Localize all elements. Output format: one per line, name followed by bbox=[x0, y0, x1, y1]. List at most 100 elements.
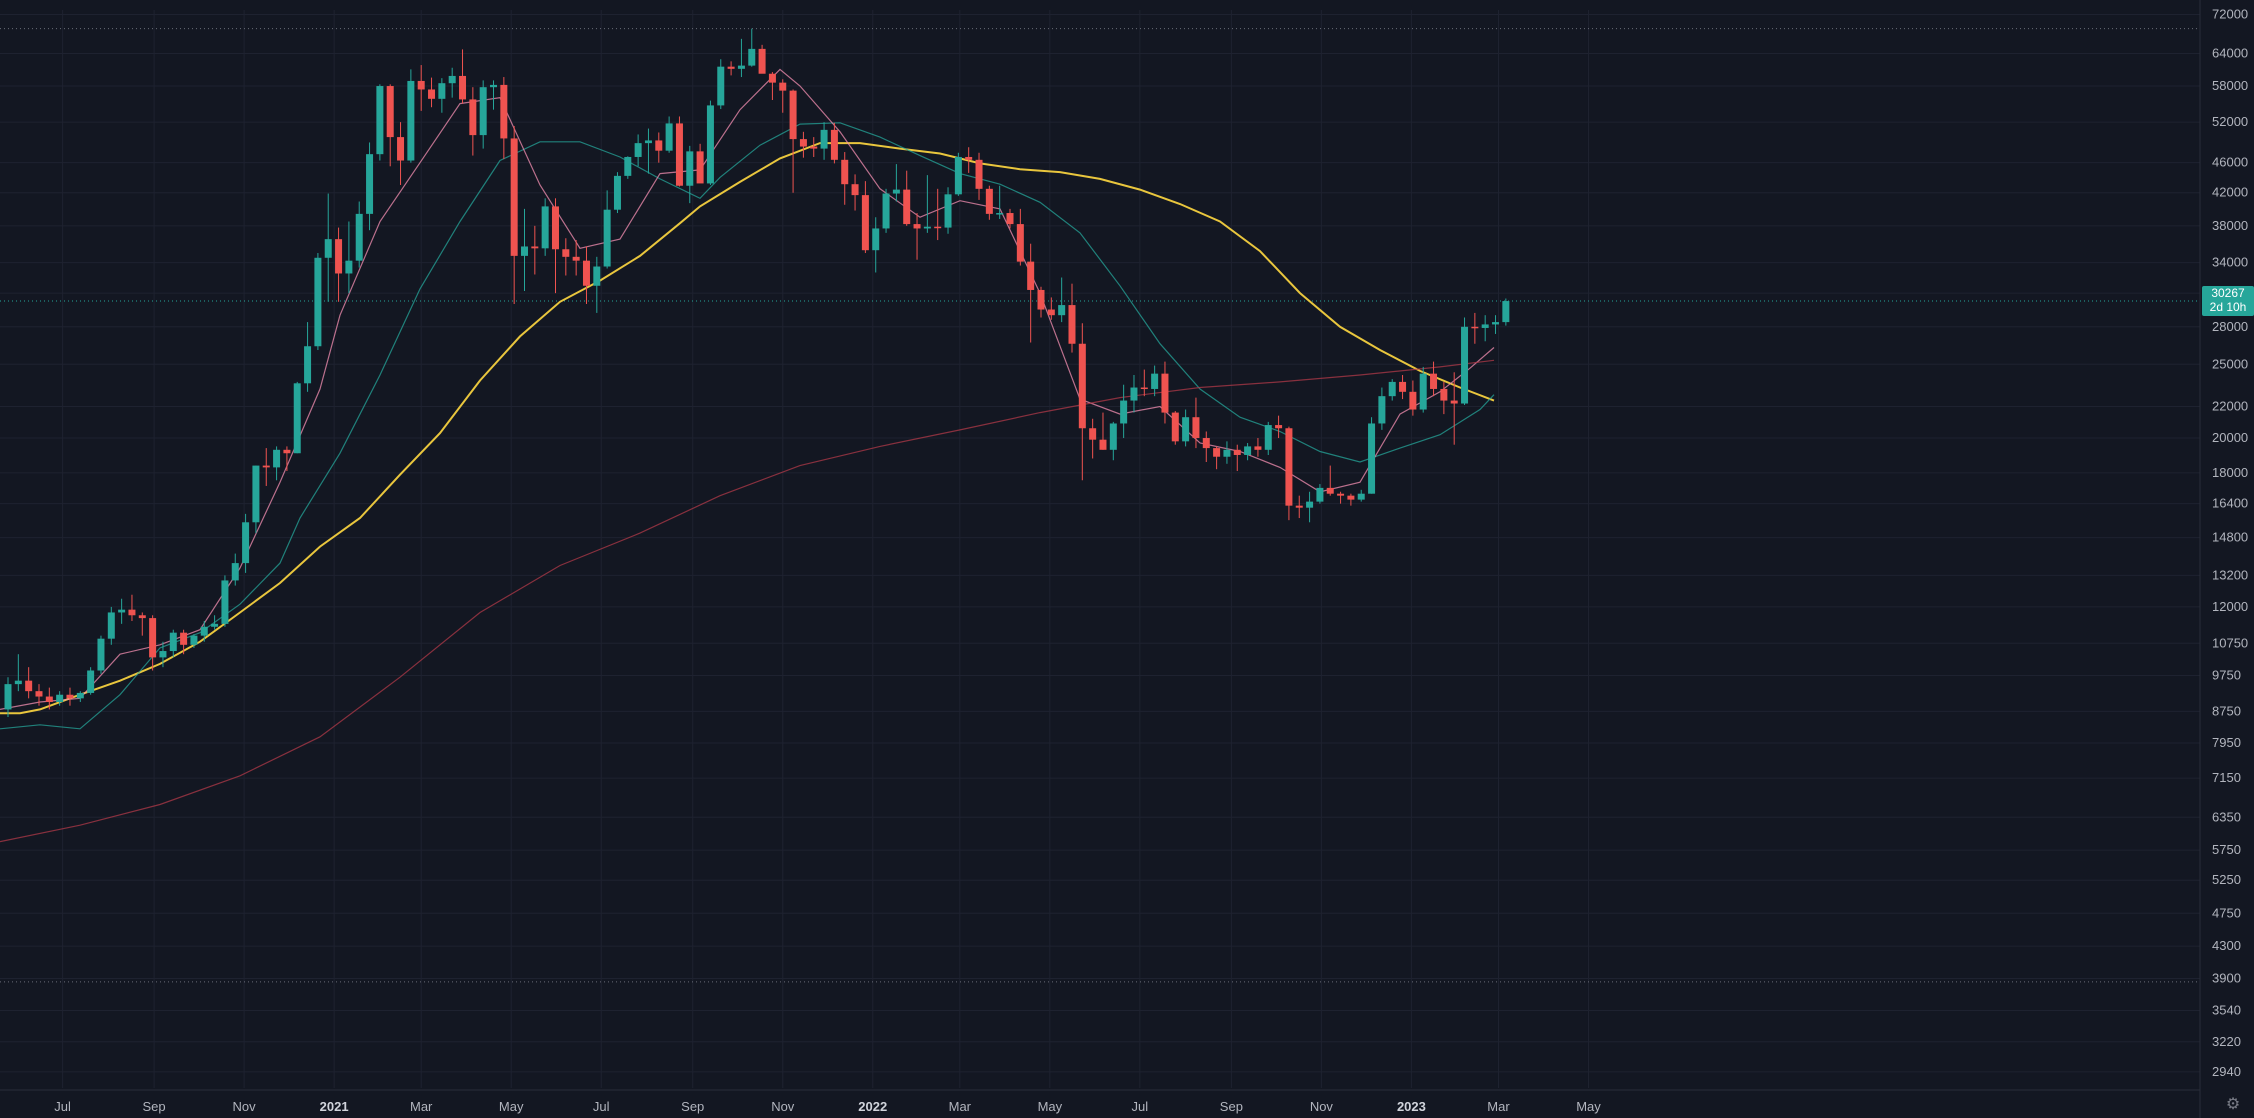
candle[interactable] bbox=[830, 122, 838, 164]
candle[interactable] bbox=[324, 193, 332, 302]
candle[interactable] bbox=[397, 122, 405, 185]
candle[interactable] bbox=[376, 84, 384, 161]
candle[interactable] bbox=[644, 128, 652, 174]
candle[interactable] bbox=[1264, 421, 1272, 455]
candle[interactable] bbox=[128, 594, 136, 621]
candle[interactable] bbox=[428, 77, 436, 108]
candle[interactable] bbox=[1078, 323, 1086, 481]
candle[interactable] bbox=[748, 28, 756, 67]
candle[interactable] bbox=[1089, 418, 1097, 459]
candle[interactable] bbox=[66, 687, 74, 706]
candle[interactable] bbox=[1481, 315, 1489, 342]
candle[interactable] bbox=[706, 100, 714, 185]
candle[interactable] bbox=[841, 152, 849, 205]
candle[interactable] bbox=[851, 174, 859, 211]
candle[interactable] bbox=[820, 122, 828, 160]
candle[interactable] bbox=[593, 256, 601, 313]
candle[interactable] bbox=[1337, 491, 1345, 504]
candle[interactable] bbox=[1316, 484, 1324, 504]
candle[interactable] bbox=[944, 187, 952, 234]
candle[interactable] bbox=[510, 125, 518, 304]
candle[interactable] bbox=[200, 620, 208, 642]
candle[interactable] bbox=[355, 201, 363, 268]
candle[interactable] bbox=[1182, 409, 1190, 447]
candle[interactable] bbox=[1244, 443, 1252, 461]
candle[interactable] bbox=[727, 61, 735, 76]
candle[interactable] bbox=[965, 147, 973, 173]
candle[interactable] bbox=[1368, 417, 1376, 494]
candle[interactable] bbox=[479, 80, 487, 149]
candle[interactable] bbox=[861, 181, 869, 254]
candle[interactable] bbox=[1047, 297, 1055, 320]
candle[interactable] bbox=[45, 687, 53, 710]
candle[interactable] bbox=[634, 134, 642, 167]
candle[interactable] bbox=[1037, 286, 1045, 318]
candle[interactable] bbox=[469, 87, 477, 156]
candle[interactable] bbox=[25, 667, 33, 699]
candle[interactable] bbox=[954, 152, 962, 196]
candle[interactable] bbox=[1140, 369, 1148, 397]
candle[interactable] bbox=[14, 654, 22, 692]
candle[interactable] bbox=[1430, 361, 1438, 397]
candle[interactable] bbox=[810, 137, 818, 157]
candle[interactable] bbox=[1357, 489, 1365, 502]
candle[interactable] bbox=[1419, 366, 1427, 413]
candle[interactable] bbox=[582, 246, 590, 304]
candle[interactable] bbox=[273, 446, 281, 481]
time-axis[interactable]: Jul Sep Nov 2021 Mar May Jul Sep Nov 2022 Mar May Ju… bbox=[0, 1089, 2200, 1114]
candle[interactable] bbox=[1399, 375, 1407, 400]
candle[interactable] bbox=[190, 634, 198, 648]
candle[interactable] bbox=[304, 322, 312, 392]
candle[interactable] bbox=[934, 188, 942, 241]
candle[interactable] bbox=[1461, 317, 1469, 406]
candle[interactable] bbox=[975, 152, 983, 200]
candle[interactable] bbox=[262, 448, 270, 486]
candle[interactable] bbox=[56, 691, 64, 706]
candle[interactable] bbox=[675, 116, 683, 187]
candle[interactable] bbox=[4, 677, 12, 718]
candle[interactable] bbox=[903, 170, 911, 226]
candle[interactable] bbox=[717, 59, 725, 110]
candle[interactable] bbox=[665, 116, 673, 153]
candle[interactable] bbox=[1120, 384, 1128, 439]
candle[interactable] bbox=[985, 185, 993, 220]
candle[interactable] bbox=[799, 131, 807, 158]
candle[interactable] bbox=[1068, 283, 1076, 353]
candle[interactable] bbox=[159, 641, 167, 668]
candle[interactable] bbox=[35, 684, 43, 706]
candle[interactable] bbox=[314, 253, 322, 351]
candle[interactable] bbox=[1471, 312, 1479, 344]
candle[interactable] bbox=[1378, 387, 1386, 430]
candle[interactable] bbox=[438, 78, 446, 113]
candle[interactable] bbox=[696, 143, 704, 184]
candle[interactable] bbox=[345, 221, 353, 294]
candle[interactable] bbox=[138, 612, 146, 636]
candle[interactable] bbox=[118, 598, 126, 624]
candle[interactable] bbox=[366, 142, 374, 231]
candle[interactable] bbox=[407, 69, 415, 163]
candle[interactable] bbox=[1347, 493, 1355, 506]
candle[interactable] bbox=[541, 198, 549, 256]
candle[interactable] bbox=[107, 606, 115, 645]
candle[interactable] bbox=[1151, 365, 1159, 397]
candle[interactable] bbox=[655, 132, 663, 163]
candle[interactable] bbox=[1285, 426, 1293, 521]
candle[interactable] bbox=[1130, 375, 1138, 413]
candle[interactable] bbox=[789, 89, 797, 193]
candle[interactable] bbox=[417, 65, 425, 111]
candle[interactable] bbox=[923, 175, 931, 233]
candle[interactable] bbox=[531, 225, 539, 275]
candle[interactable] bbox=[1295, 495, 1303, 519]
candle[interactable] bbox=[231, 553, 239, 586]
candle[interactable] bbox=[768, 72, 776, 101]
candle[interactable] bbox=[180, 629, 188, 655]
candle[interactable] bbox=[242, 513, 250, 573]
candle[interactable] bbox=[1326, 465, 1334, 496]
price-axis[interactable]: 72000 64000 58000 52000 46000 42000 38000 34000… bbox=[2199, 0, 2248, 1118]
candle[interactable] bbox=[737, 38, 745, 78]
candle[interactable] bbox=[149, 615, 157, 671]
candle[interactable] bbox=[97, 635, 105, 674]
candlesticks[interactable] bbox=[4, 28, 1510, 718]
